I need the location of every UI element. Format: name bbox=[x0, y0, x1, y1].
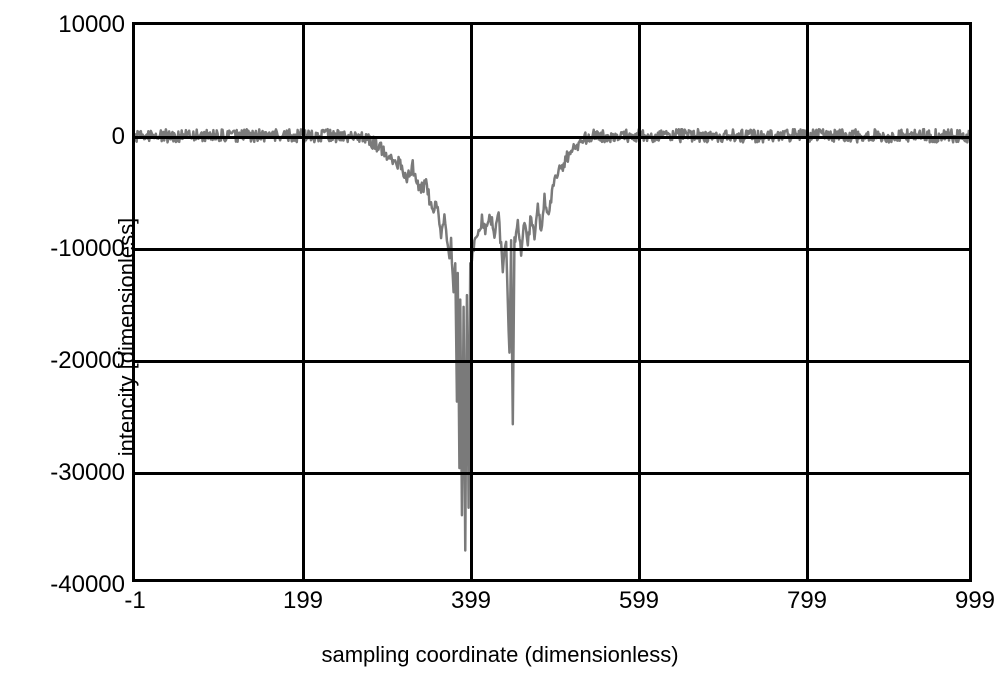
gridline-horizontal bbox=[135, 136, 969, 139]
plot-area: 100000-10000-20000-30000-40000-119939959… bbox=[132, 22, 972, 582]
x-tick-label: 199 bbox=[283, 587, 323, 615]
gridline-vertical bbox=[302, 25, 305, 579]
x-tick-label: 799 bbox=[787, 587, 827, 615]
x-tick-label: 999 bbox=[955, 587, 995, 615]
x-tick-label: 599 bbox=[619, 587, 659, 615]
y-tick-label: -40000 bbox=[50, 571, 125, 599]
y-tick-label: 0 bbox=[112, 123, 125, 151]
intensity-trace bbox=[135, 129, 969, 550]
x-tick-label: -1 bbox=[124, 587, 145, 615]
x-axis-label: sampling coordinate (dimensionless) bbox=[321, 642, 678, 668]
gridline-vertical bbox=[806, 25, 809, 579]
gridline-horizontal bbox=[135, 360, 969, 363]
x-tick-label: 399 bbox=[451, 587, 491, 615]
y-tick-label: -30000 bbox=[50, 459, 125, 487]
y-tick-label: -20000 bbox=[50, 347, 125, 375]
gridline-vertical bbox=[470, 25, 473, 579]
y-tick-label: -10000 bbox=[50, 235, 125, 263]
data-series bbox=[135, 25, 969, 579]
gridline-horizontal bbox=[135, 472, 969, 475]
gridline-vertical bbox=[638, 25, 641, 579]
gridline-horizontal bbox=[135, 248, 969, 251]
y-tick-label: 10000 bbox=[58, 11, 125, 39]
intensity-line-chart: intencity [dimensionless] sampling coord… bbox=[0, 0, 1000, 674]
